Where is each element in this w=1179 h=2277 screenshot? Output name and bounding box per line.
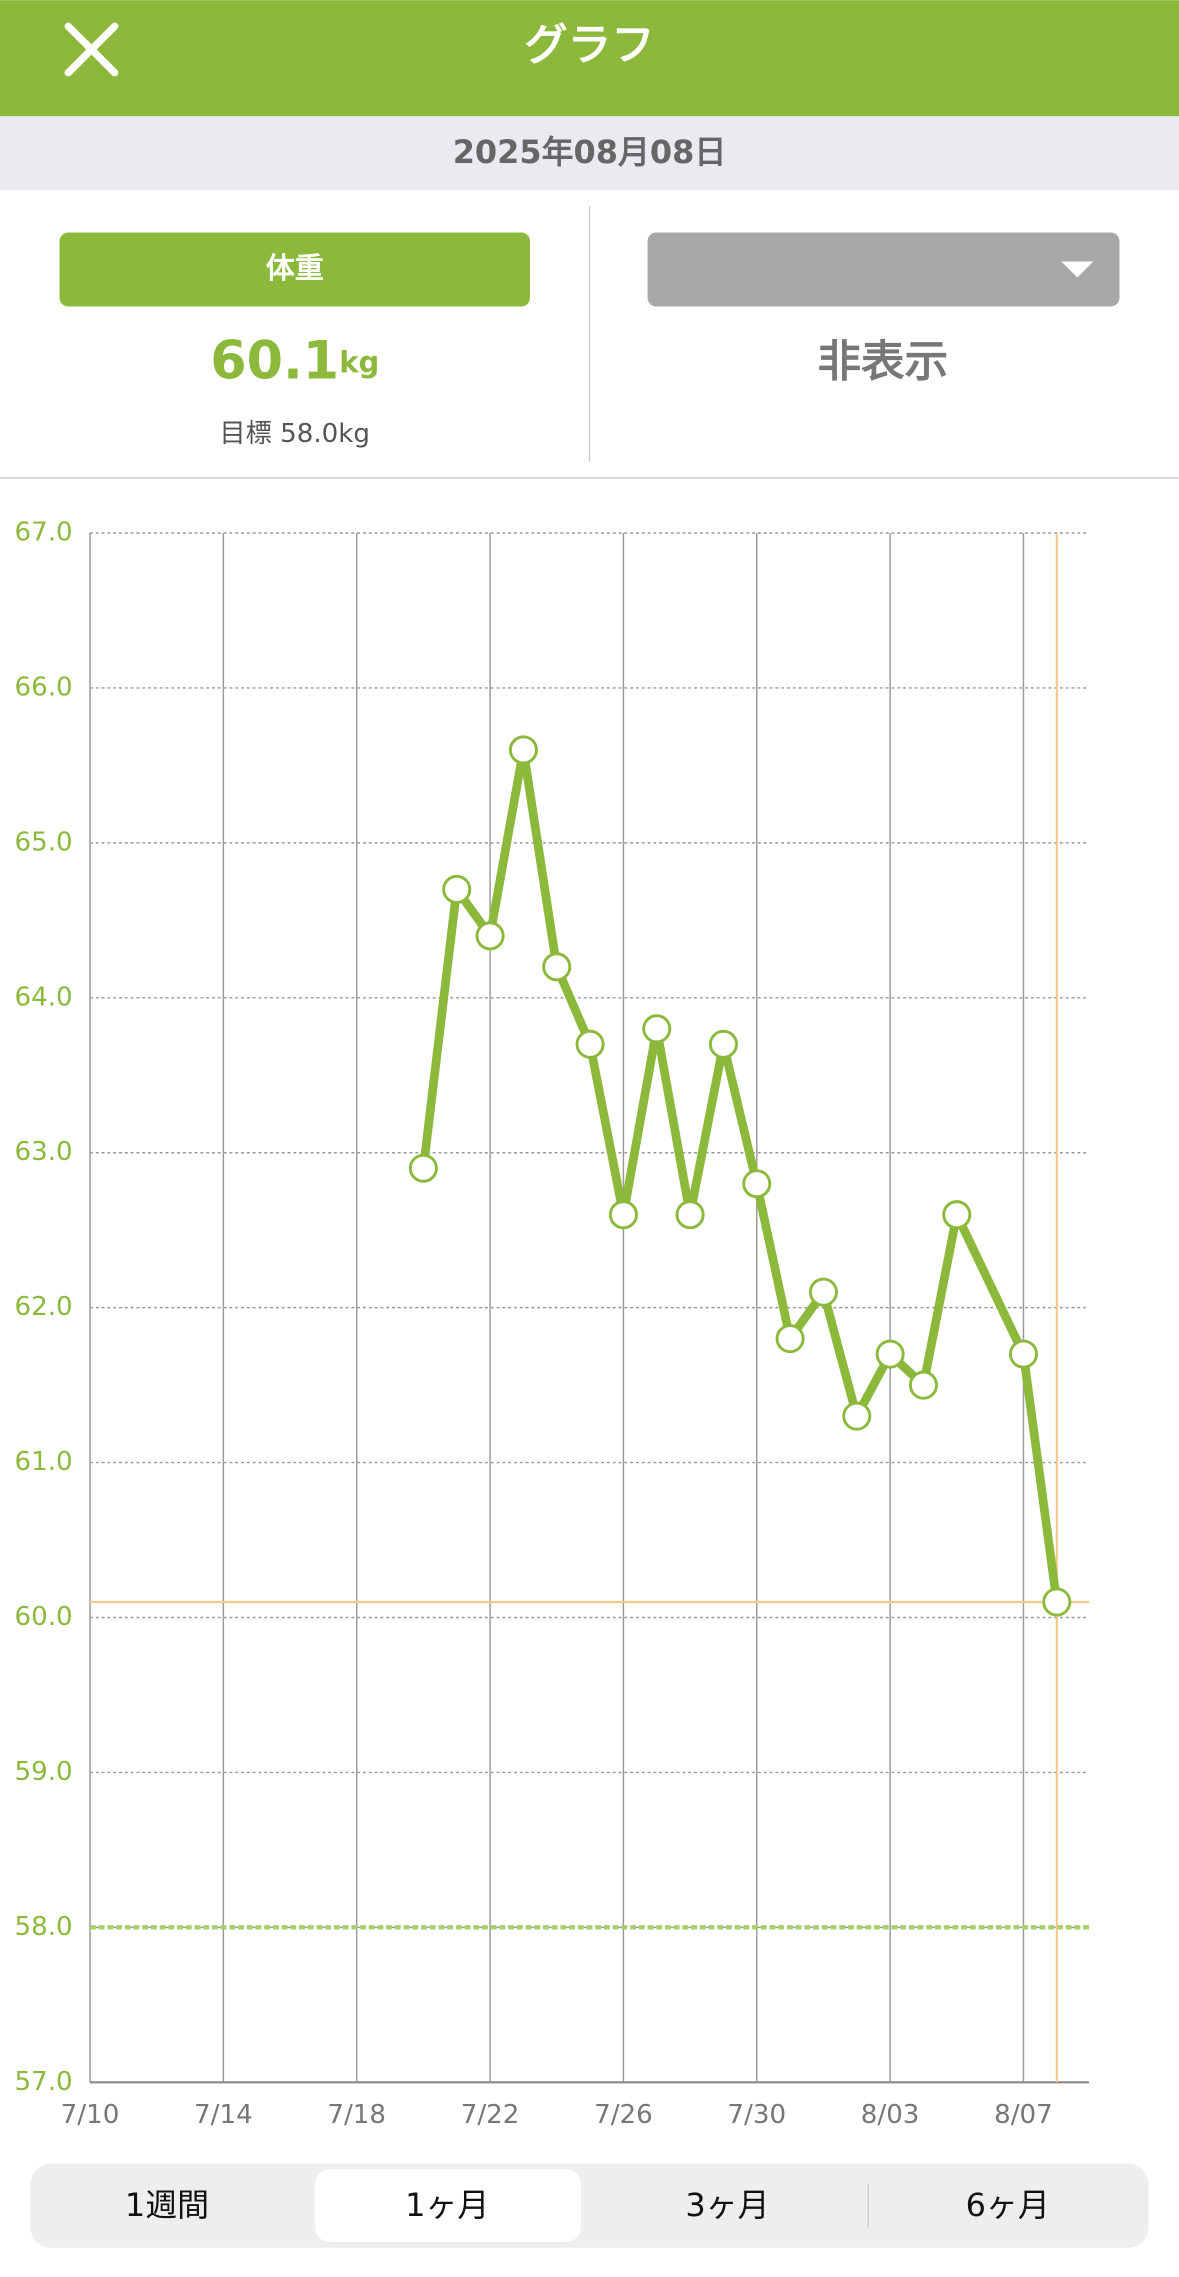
data-point (708, 1029, 738, 1059)
chart: 57.0 58.0 59.0 60.0 61.0 62.0 63.0 64.0 65.0 66.0… (14, 518, 1089, 2130)
tab-active-bg (315, 2169, 581, 2242)
data-point (775, 1324, 805, 1354)
weight-value: 60.1 (210, 331, 339, 392)
data-point (642, 1014, 672, 1044)
y-tick-label: 60.0 (14, 1602, 72, 1632)
data-point (675, 1200, 705, 1230)
current-weight: 60.1kg (210, 331, 379, 392)
data-point (908, 1370, 938, 1400)
y-tick-label: 66.0 (14, 672, 72, 702)
data-point (808, 1277, 838, 1307)
weight-button[interactable] (59, 232, 530, 307)
close-button[interactable] (64, 22, 119, 77)
tabs: 1週間 1ヶ月 3ヶ月 6ヶ月 (125, 2169, 1050, 2242)
weight-unit: kg (339, 346, 379, 380)
y-tick-label: 64.0 (14, 982, 72, 1012)
x-tick-label: 8/07 (994, 2100, 1053, 2130)
close-icon-stroke (64, 22, 119, 77)
tab-label[interactable]: 1週間 (125, 2186, 209, 2224)
y-tick-label: 62.0 (14, 1292, 72, 1322)
page-title: グラフ (524, 21, 655, 71)
data-point (508, 735, 538, 765)
y-tick-label: 58.0 (14, 1912, 72, 1942)
data-point (542, 952, 572, 982)
data-point (1042, 1587, 1072, 1617)
y-tick-label: 61.0 (14, 1447, 72, 1477)
x-tick-label: 7/26 (594, 2100, 653, 2130)
date: 2025年08月08日 (453, 133, 727, 171)
data-point (742, 1169, 772, 1199)
data-point (875, 1339, 905, 1369)
data-point (575, 1029, 605, 1059)
tab-label[interactable]: 6ヶ月 (966, 2186, 1050, 2224)
data-point (1008, 1339, 1038, 1369)
y-tick-label: 67.0 (14, 518, 72, 548)
dropdown-arrow (1061, 261, 1094, 278)
secondary-dropdown[interactable] (647, 232, 1120, 307)
data-point (475, 921, 505, 951)
goal-weight: 目標 58.0kg (220, 419, 370, 449)
y-tick-label: 63.0 (14, 1137, 72, 1167)
tab-label[interactable]: 3ヶ月 (685, 2186, 769, 2224)
x-tick-label: 7/14 (194, 2100, 253, 2130)
y-tick-label: 65.0 (14, 827, 72, 857)
y-tick-label: 57.0 (14, 2067, 72, 2097)
secondary-value: 非表示 (817, 338, 948, 388)
y-tick-label: 59.0 (14, 1757, 72, 1787)
weight-button-label: 体重 (266, 251, 324, 285)
data-point (408, 1153, 438, 1183)
data-point (842, 1401, 872, 1431)
data-point (442, 874, 472, 904)
tab-label[interactable]: 1ヶ月 (405, 2186, 489, 2224)
x-tick-label: 7/10 (61, 2100, 120, 2130)
x-tick-label: 8/03 (861, 2100, 920, 2130)
x-tick-label: 7/30 (727, 2100, 786, 2130)
weight-line (419, 745, 1062, 1603)
top-bar (0, 0, 1179, 117)
data-point (608, 1200, 638, 1230)
x-tick-label: 7/18 (327, 2100, 386, 2130)
tab-bar (30, 2163, 1149, 2248)
date-bar (0, 116, 1179, 191)
data-point (942, 1200, 972, 1230)
x-tick-label: 7/22 (461, 2100, 520, 2130)
